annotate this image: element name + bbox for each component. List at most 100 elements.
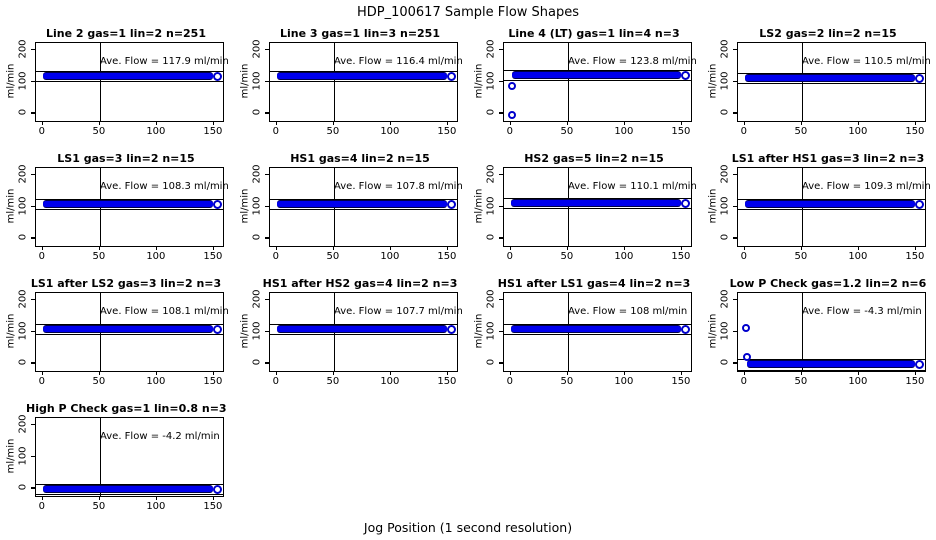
x-tick (155, 121, 158, 125)
x-tick (680, 371, 683, 375)
end-point (915, 360, 925, 370)
y-tick (733, 80, 737, 83)
x-tick-label: 150 (671, 376, 691, 387)
x-tick-label: 150 (203, 501, 223, 512)
y-tick-label: 100 (719, 320, 731, 341)
x-tick (98, 371, 101, 375)
x-tick-label: 150 (671, 126, 691, 137)
x-tick (914, 121, 917, 125)
y-axis-label: ml/min (707, 188, 719, 224)
plot-area: Ave. Flow = 110.5 ml/min (737, 42, 931, 122)
x-tick-label: 150 (437, 126, 457, 137)
x-tick-label: 150 (905, 251, 925, 262)
y-tick (265, 48, 269, 51)
lower-ref-line (270, 334, 457, 336)
y-tick-label: 100 (17, 445, 29, 466)
x-tick (566, 121, 569, 125)
x-tick (332, 371, 335, 375)
x-tick (332, 246, 335, 250)
x-tick (155, 371, 158, 375)
x-tick (509, 246, 512, 250)
y-tick (31, 80, 35, 83)
x-tick (446, 121, 449, 125)
data-band (42, 485, 213, 494)
x-tick-label: 0 (38, 251, 46, 262)
x-tick-label: 100 (614, 376, 634, 387)
x-tick-label: 50 (326, 251, 340, 262)
x-tick-label: 0 (38, 501, 46, 512)
x-tick-label: 150 (905, 126, 925, 137)
data-band (744, 199, 915, 208)
x-tick (800, 371, 803, 375)
lower-ref-line (738, 83, 925, 85)
x-tick (212, 121, 215, 125)
flow-panel: HS1 after HS2 gas=4 lin=2 n=3 ml/min Ave… (234, 270, 468, 395)
flow-panel: Line 3 gas=1 lin=3 n=251 ml/min Ave. Flo… (234, 20, 468, 145)
panel-title: LS1 gas=3 lin=2 n=15 (57, 152, 195, 165)
x-tick (623, 121, 626, 125)
y-axis-label: ml/min (239, 63, 251, 99)
panel-title: HS1 after HS2 gas=4 lin=2 n=3 (262, 277, 458, 290)
y-tick (31, 298, 35, 301)
lower-ref-line (504, 79, 691, 81)
x-tick (275, 121, 278, 125)
lower-ref-line (36, 334, 223, 336)
panel-title: LS2 gas=2 lin=2 n=15 (759, 27, 897, 40)
end-point (681, 70, 691, 80)
y-tick-label: 0 (719, 108, 731, 116)
x-tick-label: 50 (794, 126, 808, 137)
x-tick (41, 496, 44, 500)
plot-area: Ave. Flow = 108 ml/min (503, 292, 692, 372)
ave-flow-annotation: Ave. Flow = -4.2 ml/min (100, 431, 220, 442)
y-tick (265, 298, 269, 301)
outlier-point (507, 110, 516, 119)
end-point (213, 485, 223, 495)
flow-panel: Line 2 gas=1 lin=2 n=251 ml/min Ave. Flo… (0, 20, 234, 145)
panel-title: Low P Check gas=1.2 lin=2 n=6 (729, 277, 927, 290)
x-tick (389, 371, 392, 375)
y-tick (733, 237, 737, 239)
ave-flow-annotation: Ave. Flow = 116.4 ml/min (334, 56, 463, 67)
x-tick-label: 0 (740, 126, 748, 137)
lower-ref-line (270, 209, 457, 211)
ave-flow-annotation: Ave. Flow = 108 ml/min (568, 306, 688, 317)
y-tick (733, 112, 737, 114)
plot-area: Ave. Flow = 108.3 ml/min (35, 167, 229, 247)
y-tick-label: 100 (485, 70, 497, 91)
data-band (276, 325, 447, 334)
x-tick-label: 50 (794, 251, 808, 262)
x-tick (98, 496, 101, 500)
flow-panel: LS2 gas=2 lin=2 n=15 ml/min Ave. Flow = … (702, 20, 936, 145)
x-tick-label: 0 (272, 126, 280, 137)
x-tick (623, 246, 626, 250)
x-tick-label: 50 (560, 251, 574, 262)
x-tick (389, 246, 392, 250)
page-title: HDP_100617 Sample Flow Shapes (356, 5, 580, 20)
x-tick-label: 150 (671, 251, 691, 262)
x-tick-label: 100 (146, 501, 166, 512)
ave-flow-annotation: Ave. Flow = 107.8 ml/min (334, 181, 463, 192)
x-tick-label: 50 (326, 376, 340, 387)
y-tick (499, 298, 503, 301)
upper-ref-line (36, 484, 223, 486)
y-tick-label: 100 (719, 195, 731, 216)
y-tick-label: 200 (17, 414, 29, 434)
x-tick (41, 121, 44, 125)
x-tick-label: 100 (848, 126, 868, 137)
x-tick-label: 50 (92, 376, 106, 387)
x-tick (509, 121, 512, 125)
x-tick-label: 150 (437, 376, 457, 387)
data-band (276, 72, 447, 81)
lower-ref-line (738, 208, 925, 210)
panel-title: HS1 after LS1 gas=4 lin=2 n=3 (497, 277, 691, 290)
ave-flow-annotation: Ave. Flow = 110.5 ml/min (802, 56, 931, 67)
x-tick-label: 100 (146, 376, 166, 387)
x-tick (155, 246, 158, 250)
y-tick (733, 298, 737, 301)
y-tick-label: 200 (251, 289, 263, 309)
upper-ref-line (36, 198, 223, 200)
panel-title: HS2 gas=5 lin=2 n=15 (524, 152, 664, 165)
x-tick (275, 371, 278, 375)
data-band (747, 360, 915, 369)
x-tick (680, 246, 683, 250)
